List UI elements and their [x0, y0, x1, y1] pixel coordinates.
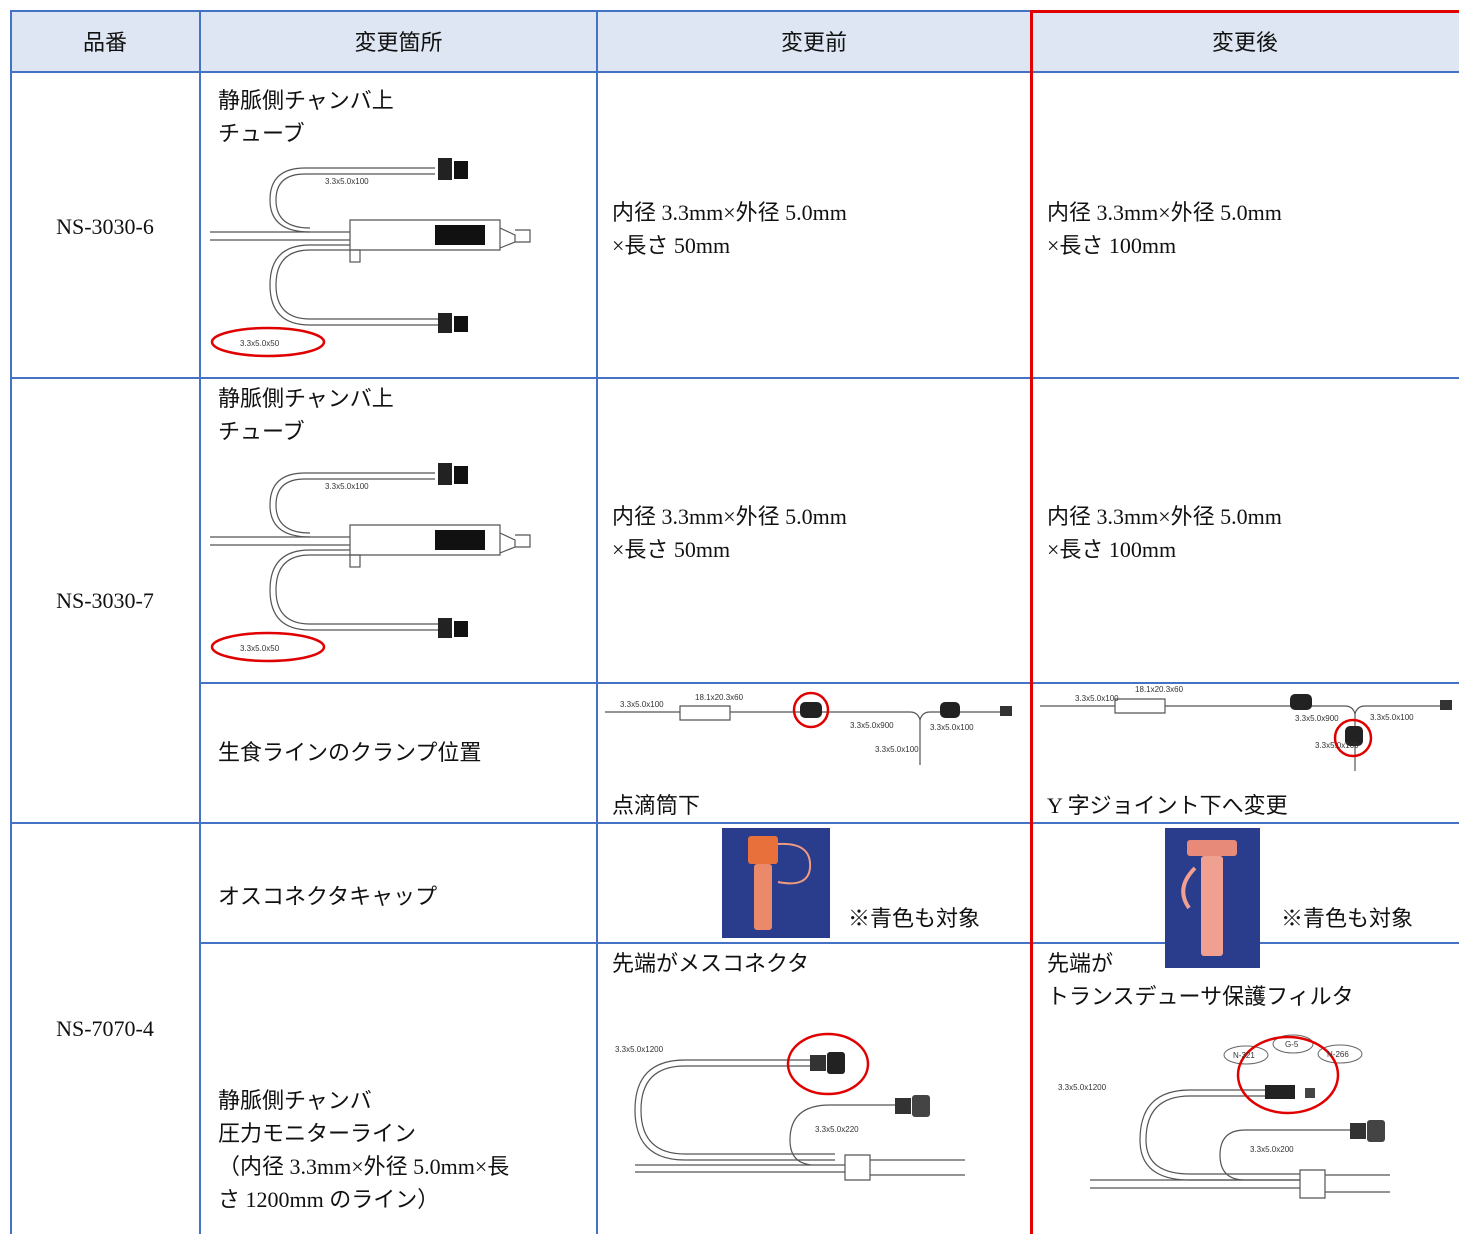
line-drawing: 3.3x5.0x1200 3.3x5.0x220 [615, 1032, 965, 1181]
drawing-label: 3.3x5.0x100 [930, 723, 974, 732]
drawing-label: 18.1x20.3x60 [1135, 685, 1184, 694]
drawing-label: 18.1x20.3x60 [695, 693, 744, 702]
clamp-drawing: 3.3x5.0x100 18.1x20.3x60 3.3x5.0x900 3.3… [1040, 685, 1452, 771]
header-bg [10, 10, 1459, 72]
drawing-label: 3.3x5.0x100 [1075, 694, 1119, 703]
drawing-label: 3.3x5.0x1200 [1058, 1083, 1107, 1092]
part-number: NS-3030-7 [56, 588, 154, 613]
before: 点滴筒下 [612, 793, 701, 818]
border [199, 10, 201, 1234]
border [10, 822, 1459, 824]
border [10, 10, 1031, 12]
note: ※青色も対象 [848, 906, 981, 931]
after: Y 字ジョイント下へ変更 [1047, 793, 1288, 818]
drawing-label: N-321 [1233, 1051, 1255, 1060]
border [10, 71, 1459, 73]
drawing-label: 3.3x5.0x100 [325, 482, 369, 491]
drawing-label: 3.3x5.0x100 [1370, 713, 1414, 722]
border [200, 942, 1459, 944]
cap-photo [722, 828, 830, 938]
after: 内径 3.3mm×外径 5.0mm ×長さ 100mm [1047, 200, 1282, 258]
drawing-label: 3.3x5.0x100 [1315, 741, 1359, 750]
location: 静脈側チャンバ上 チューブ [218, 386, 394, 444]
border [200, 682, 1459, 684]
drawing-label: 3.3x5.0x50 [240, 644, 280, 653]
line-drawing: N-321 G-5 N-266 3.3x5.0x1200 3.3x5.0x200 [1058, 1034, 1390, 1199]
after: 先端が トランスデューサ保護フィルタ [1047, 951, 1354, 1009]
border [596, 10, 598, 1234]
cap-photo [1165, 828, 1260, 968]
location: 生食ラインのクランプ位置 [218, 740, 482, 765]
part-number: NS-3030-6 [56, 214, 154, 239]
drawing-label: 3.3x5.0x100 [620, 700, 664, 709]
before: 内径 3.3mm×外径 5.0mm ×長さ 50mm [612, 200, 847, 258]
before: 先端がメスコネクタ [612, 951, 810, 976]
drawing-label: 3.3x5.0x900 [1295, 714, 1339, 723]
border [10, 10, 12, 1234]
drawing-label: 3.3x5.0x200 [1250, 1145, 1294, 1154]
header-cell: 変更前 [780, 30, 847, 55]
highlight-border [1030, 10, 1033, 1234]
location: オスコネクタキャップ [218, 884, 438, 909]
drawing-label: 3.3x5.0x50 [240, 339, 280, 348]
tube-drawing: 3.3x5.0x100 3.3x5.0x50 [210, 158, 531, 358]
location: 静脈側チャンバ上 チューブ [218, 88, 394, 146]
drawing-label: G-5 [1285, 1040, 1299, 1049]
header-cell: 変更後 [1211, 30, 1278, 55]
before: 内径 3.3mm×外径 5.0mm ×長さ 50mm [612, 504, 847, 562]
drawing-label: 3.3x5.0x1200 [615, 1045, 664, 1054]
part-number: NS-7070-4 [56, 1016, 154, 1041]
header-cell: 変更箇所 [354, 30, 443, 55]
drawing-label: 3.3x5.0x100 [325, 177, 369, 186]
tube-drawing: 3.3x5.0x100 3.3x5.0x50 [210, 463, 531, 663]
clamp-drawing: 3.3x5.0x100 18.1x20.3x60 3.3x5.0x900 3.3… [605, 691, 1012, 765]
location: 静脈側チャンバ 圧力モニターライン （内径 3.3mm×外径 5.0mm×長 さ… [218, 1088, 510, 1212]
drawing-label: 3.3x5.0x100 [875, 745, 919, 754]
highlight-border [1030, 10, 1459, 13]
header-cell: 品番 [82, 30, 127, 55]
border [10, 377, 1459, 379]
note: ※青色も対象 [1281, 906, 1414, 931]
drawing-label: 3.3x5.0x220 [815, 1125, 859, 1134]
after: 内径 3.3mm×外径 5.0mm ×長さ 100mm [1047, 504, 1282, 562]
drawing-label: 3.3x5.0x900 [850, 721, 894, 730]
drawing-label: N-266 [1327, 1050, 1349, 1059]
